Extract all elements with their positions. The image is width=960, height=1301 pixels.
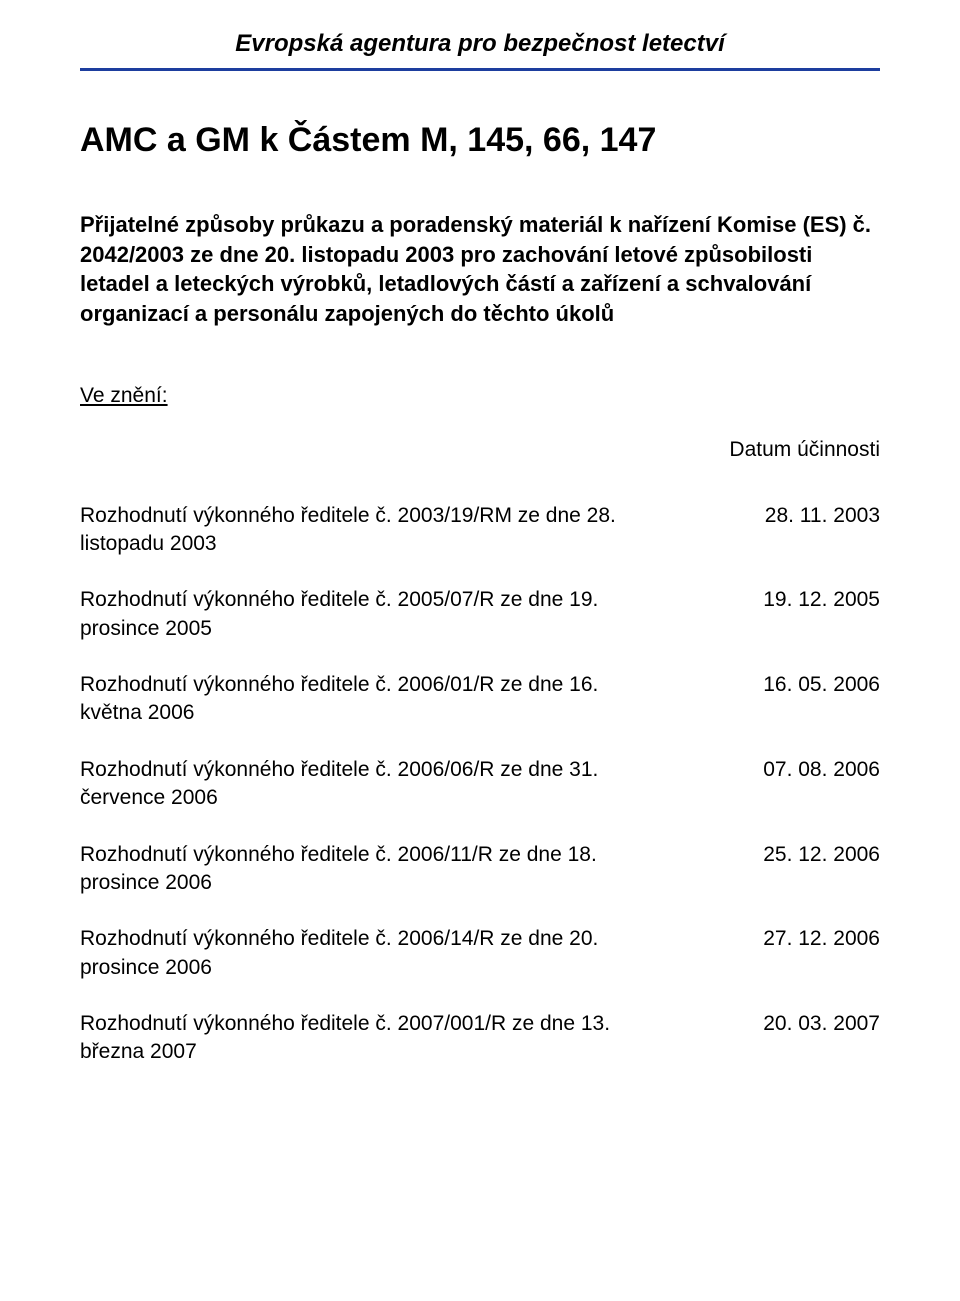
decision-text: Rozhodnutí výkonného ředitele č. 2006/06… (80, 756, 640, 813)
main-title: AMC a GM k Částem M, 145, 66, 147 (80, 121, 880, 160)
decision-date: 07. 08. 2006 (763, 756, 880, 784)
decision-row: Rozhodnutí výkonného ředitele č. 2006/14… (80, 925, 880, 982)
decision-date: 20. 03. 2007 (763, 1010, 880, 1038)
decision-row: Rozhodnutí výkonného ředitele č. 2006/11… (80, 841, 880, 898)
decision-date: 28. 11. 2003 (765, 502, 880, 530)
decision-row: Rozhodnutí výkonného ředitele č. 2003/19… (80, 502, 880, 559)
decision-text: Rozhodnutí výkonného ředitele č. 2006/11… (80, 841, 640, 898)
amendments-label: Ve znění: (80, 384, 880, 408)
decision-date: 25. 12. 2006 (763, 841, 880, 869)
decision-text: Rozhodnutí výkonného ředitele č. 2007/00… (80, 1010, 640, 1067)
decision-text: Rozhodnutí výkonného ředitele č. 2005/07… (80, 586, 640, 643)
decision-text: Rozhodnutí výkonného ředitele č. 2006/14… (80, 925, 640, 982)
decision-text: Rozhodnutí výkonného ředitele č. 2006/01… (80, 671, 640, 728)
agency-header: Evropská agentura pro bezpečnost letectv… (80, 30, 880, 58)
decision-row: Rozhodnutí výkonného ředitele č. 2007/00… (80, 1010, 880, 1067)
subtitle: Přijatelné způsoby průkazu a poradenský … (80, 210, 880, 329)
decision-date: 16. 05. 2006 (763, 671, 880, 699)
decision-date: 27. 12. 2006 (763, 925, 880, 953)
decision-text: Rozhodnutí výkonného ředitele č. 2003/19… (80, 502, 640, 559)
decision-row: Rozhodnutí výkonného ředitele č. 2006/06… (80, 756, 880, 813)
decisions-list: Rozhodnutí výkonného ředitele č. 2003/19… (80, 502, 880, 1067)
effective-date-label: Datum účinnosti (80, 438, 880, 462)
decision-date: 19. 12. 2005 (763, 586, 880, 614)
decision-row: Rozhodnutí výkonného ředitele č. 2005/07… (80, 586, 880, 643)
decision-row: Rozhodnutí výkonného ředitele č. 2006/01… (80, 671, 880, 728)
page: Evropská agentura pro bezpečnost letectv… (0, 0, 960, 1107)
header-rule (80, 68, 880, 71)
